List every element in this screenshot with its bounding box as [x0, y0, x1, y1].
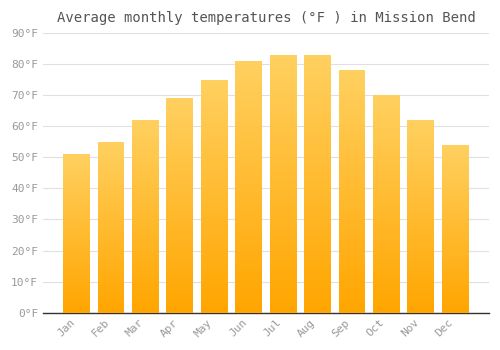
Bar	[304, 55, 331, 313]
Bar	[166, 98, 194, 313]
Bar	[201, 80, 228, 313]
Bar	[373, 95, 400, 313]
Title: Average monthly temperatures (°F ) in Mission Bend: Average monthly temperatures (°F ) in Mi…	[56, 11, 476, 25]
Bar	[132, 120, 159, 313]
Bar	[270, 55, 296, 313]
Bar	[236, 61, 262, 313]
Bar	[338, 70, 365, 313]
Bar	[408, 120, 434, 313]
Bar	[63, 154, 90, 313]
Bar	[442, 145, 468, 313]
Bar	[98, 142, 124, 313]
